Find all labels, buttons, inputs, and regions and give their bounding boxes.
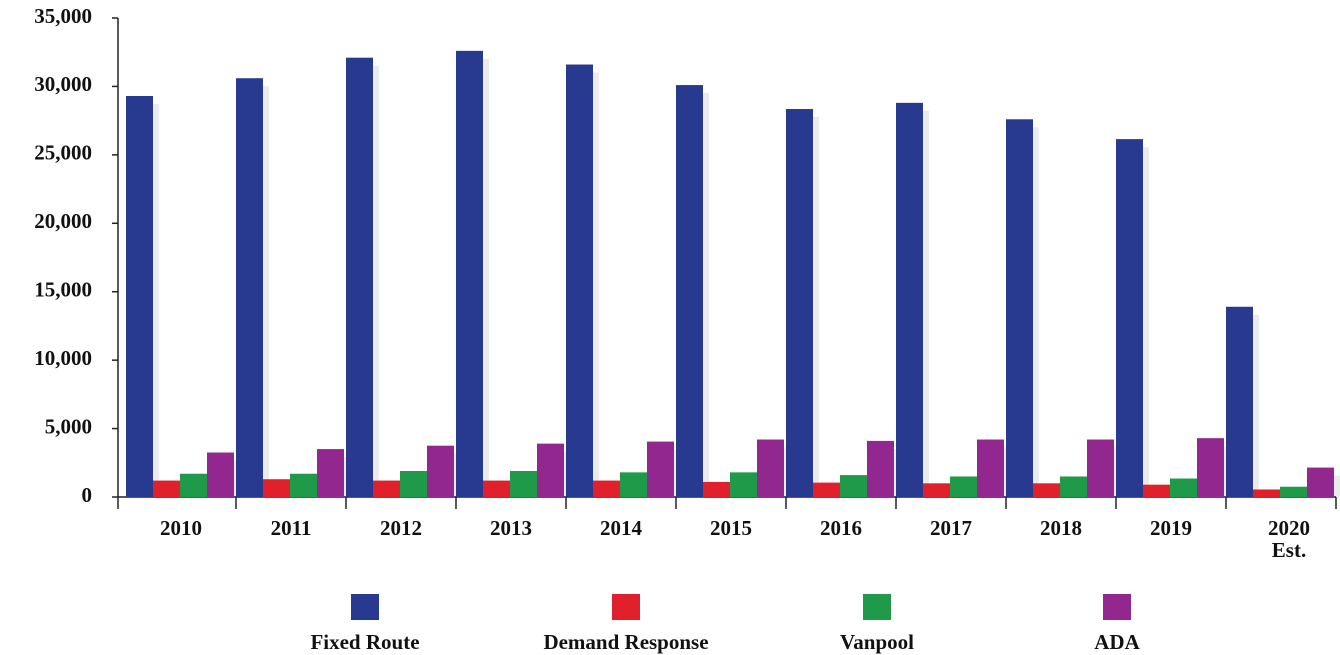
bar [346, 57, 373, 498]
bar [400, 470, 427, 497]
bar [593, 480, 620, 497]
bar [456, 50, 483, 498]
bar [290, 473, 317, 497]
bar [126, 96, 153, 497]
bar [1307, 467, 1334, 497]
bar [1060, 476, 1087, 497]
bar [1006, 119, 1033, 497]
bar [923, 483, 950, 497]
bar [236, 78, 263, 498]
bar [510, 470, 537, 497]
x-tick-label: 2018 [1040, 516, 1082, 540]
legend-swatch [863, 594, 891, 620]
bar [1143, 484, 1170, 497]
bar [537, 443, 564, 497]
bar [1170, 478, 1197, 497]
bar [676, 85, 703, 497]
legend-label: Fixed Route [310, 630, 419, 654]
bar [977, 439, 1004, 497]
bar [263, 479, 290, 497]
x-tick-label: 2013 [490, 516, 532, 540]
legend-label: Vanpool [840, 630, 914, 654]
bar [1226, 306, 1253, 497]
bar [317, 449, 344, 497]
bar [620, 472, 647, 497]
legend-label: ADA [1094, 630, 1140, 654]
bar [703, 481, 730, 497]
bar [373, 480, 400, 497]
bar [1033, 483, 1060, 497]
x-tick-label: 2014 [600, 516, 643, 540]
bar [427, 445, 454, 497]
bar [1197, 438, 1224, 497]
bar [1280, 486, 1307, 497]
bar [786, 109, 813, 497]
bar [647, 441, 674, 497]
bar [1087, 439, 1114, 497]
legend-label: Demand Response [543, 630, 708, 654]
x-tick-label: 2012 [380, 516, 422, 540]
y-tick-label: 20,000 [34, 209, 92, 233]
bar [1116, 139, 1143, 497]
bar [566, 64, 593, 497]
bar [180, 473, 207, 497]
legend-swatch [612, 594, 640, 620]
x-tick-label: 2010 [160, 516, 202, 540]
x-tick-label: 2011 [271, 516, 312, 540]
bar [813, 482, 840, 497]
bar [896, 102, 923, 497]
bar [730, 472, 757, 497]
bar [757, 439, 784, 497]
bar [840, 475, 867, 497]
bar [867, 440, 894, 497]
y-tick-label: 35,000 [34, 4, 92, 28]
x-tick-label: 2016 [820, 516, 862, 540]
y-tick-label: 10,000 [34, 346, 92, 370]
bar [153, 480, 180, 497]
bar [207, 452, 234, 497]
y-tick-label: 30,000 [34, 72, 92, 96]
x-tick-label: 2019 [1150, 516, 1192, 540]
y-tick-label: 5,000 [45, 414, 92, 438]
y-tick-label: 0 [82, 483, 93, 507]
x-tick-label: 2020 Est. [1268, 516, 1310, 562]
legend-swatch [1103, 594, 1131, 620]
legend-swatch [351, 594, 379, 620]
bar [950, 476, 977, 497]
bar [1253, 489, 1280, 497]
bar [483, 480, 510, 497]
x-tick-label: 2017 [930, 516, 972, 540]
x-tick-label: 2015 [710, 516, 752, 540]
y-tick-label: 15,000 [34, 278, 92, 302]
y-tick-label: 25,000 [34, 141, 92, 165]
